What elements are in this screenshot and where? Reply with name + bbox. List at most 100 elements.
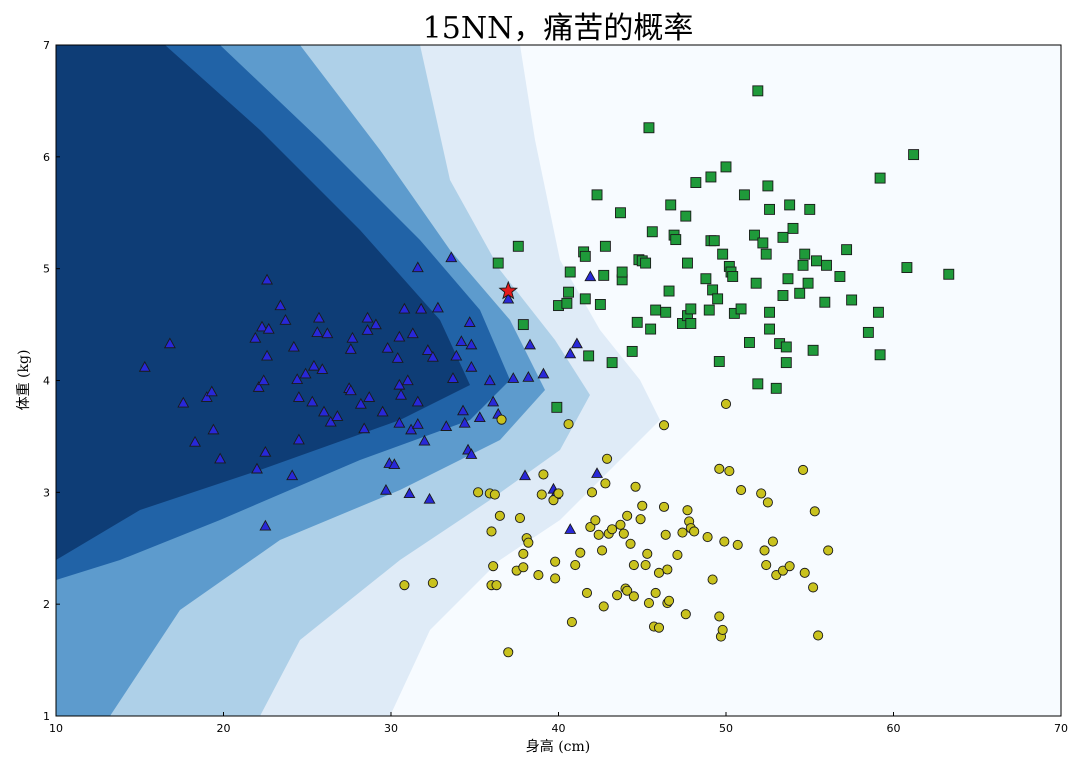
triangle-point xyxy=(358,422,371,434)
circle-point xyxy=(714,463,725,474)
square-point xyxy=(615,207,626,219)
circle-point xyxy=(784,561,795,572)
circle-point xyxy=(533,570,544,581)
square-point xyxy=(564,266,576,278)
triangle-point xyxy=(292,433,305,445)
triangle-point xyxy=(418,434,431,446)
square-point xyxy=(680,210,692,222)
circle-point xyxy=(607,524,618,535)
triangle-point xyxy=(465,448,478,459)
triangle-point xyxy=(463,316,476,327)
x-tick-label: 40 xyxy=(552,722,566,735)
triangle-point xyxy=(306,395,319,407)
square-point xyxy=(802,277,814,289)
square-point xyxy=(770,382,782,394)
circle-point xyxy=(570,559,581,571)
triangle-point xyxy=(426,350,439,362)
circle-point xyxy=(550,573,561,584)
triangle-point xyxy=(473,411,486,423)
triangle-point xyxy=(344,384,357,396)
triangle-point xyxy=(292,391,305,402)
square-point xyxy=(841,244,853,256)
square-point xyxy=(794,287,806,299)
circle-point xyxy=(717,624,728,635)
square-point xyxy=(738,189,750,201)
triangle-point xyxy=(440,420,453,431)
square-point xyxy=(551,401,563,413)
square-point xyxy=(685,318,697,329)
square-point xyxy=(665,199,677,211)
square-point xyxy=(561,297,573,309)
square-point xyxy=(804,203,816,215)
triangle-point xyxy=(331,410,344,421)
triangle-point xyxy=(207,423,220,435)
circle-point xyxy=(658,501,670,512)
triangle-point xyxy=(524,338,536,350)
triangle-point xyxy=(465,360,478,372)
circle-point xyxy=(622,510,633,521)
circle-point xyxy=(677,527,688,538)
triangle-point xyxy=(307,359,320,371)
triangle-point xyxy=(286,469,299,481)
square-point xyxy=(646,226,658,238)
circle-point xyxy=(714,611,725,622)
circle-point xyxy=(664,595,675,606)
triangle-point xyxy=(564,347,577,359)
circle-point xyxy=(756,488,767,499)
circle-point xyxy=(625,538,636,549)
probability-surface xyxy=(56,45,1061,716)
square-point xyxy=(787,222,799,234)
square-point xyxy=(682,257,693,269)
data-points xyxy=(138,85,955,658)
circle-point xyxy=(653,622,665,633)
triangle-point xyxy=(274,299,287,311)
circle-point xyxy=(612,590,623,601)
square-point xyxy=(712,293,724,305)
square-point xyxy=(764,203,775,215)
y-tick-label: 7 xyxy=(43,39,50,52)
square-point xyxy=(752,85,764,97)
triangle-point xyxy=(380,483,392,495)
circle-point xyxy=(598,601,609,612)
circle-point xyxy=(496,414,507,425)
square-point xyxy=(690,177,702,189)
square-point xyxy=(579,293,591,305)
circle-point xyxy=(518,562,529,573)
circle-point xyxy=(672,549,683,561)
triangle-point xyxy=(138,360,151,372)
circle-point xyxy=(575,547,586,558)
x-tick-label: 10 xyxy=(49,722,63,735)
triangle-point xyxy=(391,352,404,363)
circle-point xyxy=(702,532,713,543)
circle-point xyxy=(719,536,730,547)
circle-point xyxy=(682,505,693,516)
chart-title: 15NN，痛苦的概率 xyxy=(423,11,694,46)
square-point xyxy=(735,303,747,315)
circle-point xyxy=(491,580,502,591)
triangle-point xyxy=(411,417,424,429)
circle-point xyxy=(761,559,772,571)
square-point xyxy=(717,248,729,260)
square-point xyxy=(640,257,652,269)
triangle-point xyxy=(502,292,515,304)
triangle-point xyxy=(393,330,406,342)
circle-point xyxy=(680,609,691,620)
square-point xyxy=(780,357,792,369)
triangle-point xyxy=(316,363,329,374)
triangle-point xyxy=(189,435,201,447)
square-point xyxy=(492,257,504,269)
triangle-point xyxy=(445,251,458,263)
square-point xyxy=(616,266,628,278)
triangle-point xyxy=(163,337,176,349)
square-point xyxy=(713,356,725,367)
triangle-point xyxy=(421,344,434,355)
circle-point xyxy=(662,564,673,575)
square-point xyxy=(764,306,775,318)
triangle-point xyxy=(214,452,227,464)
square-point xyxy=(708,235,720,247)
triangle-point xyxy=(259,445,272,457)
circle-point xyxy=(813,630,824,641)
square-point xyxy=(777,231,789,243)
triangle-point xyxy=(423,492,436,504)
square-point xyxy=(643,122,655,134)
